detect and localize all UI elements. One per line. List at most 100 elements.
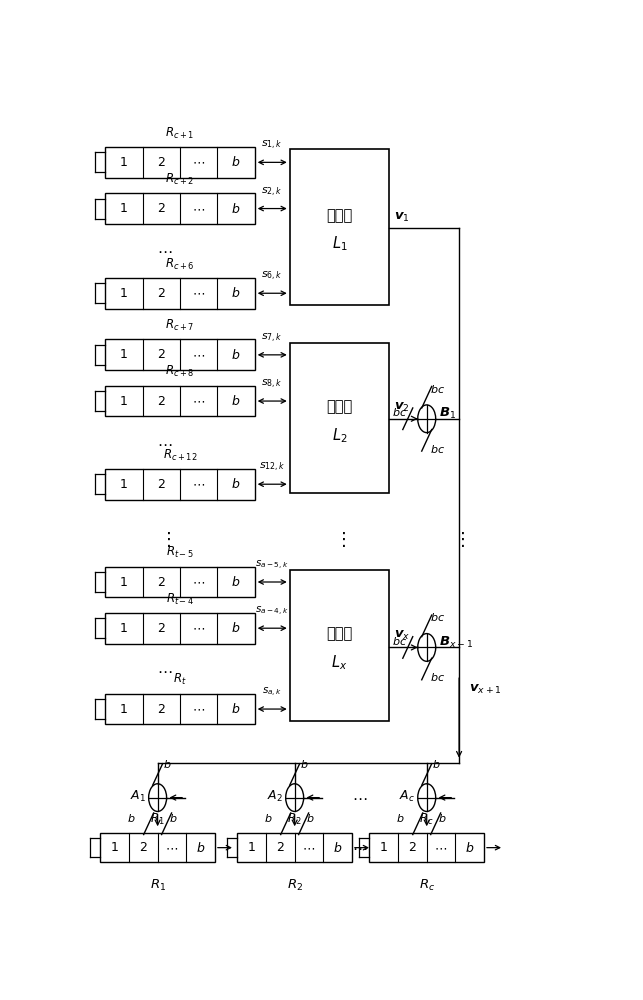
Bar xyxy=(105,386,255,416)
Text: $A_{1}$: $A_{1}$ xyxy=(130,789,146,804)
Text: $\cdots$: $\cdots$ xyxy=(192,576,205,588)
Text: $b$: $b$ xyxy=(264,812,272,824)
Text: $b$: $b$ xyxy=(231,348,240,362)
Text: 2: 2 xyxy=(158,156,165,169)
Text: $\cdots$: $\cdots$ xyxy=(435,841,448,854)
Text: $b$: $b$ xyxy=(231,477,240,491)
Text: $b$: $b$ xyxy=(163,758,171,770)
Text: $R_{1}$: $R_{1}$ xyxy=(150,812,165,827)
Text: $b$: $b$ xyxy=(438,812,446,824)
Bar xyxy=(105,339,255,370)
Text: 1: 1 xyxy=(380,841,388,854)
Text: 1: 1 xyxy=(120,287,128,300)
Text: $b$: $b$ xyxy=(231,621,240,635)
Text: $\cdots$: $\cdots$ xyxy=(158,663,173,678)
Text: $\cdots$: $\cdots$ xyxy=(192,156,205,169)
Text: $\cdots$: $\cdots$ xyxy=(192,202,205,215)
Text: $\cdots$: $\cdots$ xyxy=(352,790,367,805)
Text: 1: 1 xyxy=(120,156,128,169)
Text: $b$: $b$ xyxy=(196,841,205,855)
Text: 1: 1 xyxy=(120,395,128,408)
Text: $b$: $b$ xyxy=(300,758,308,770)
Text: 1: 1 xyxy=(120,703,128,716)
Text: $b$: $b$ xyxy=(231,155,240,169)
Bar xyxy=(105,694,255,724)
Text: 查找表: 查找表 xyxy=(327,208,352,223)
Text: $\mathit{s_{1,k}}$: $\mathit{s_{1,k}}$ xyxy=(262,139,283,152)
Text: $R_{c+12}$: $R_{c+12}$ xyxy=(163,448,197,463)
Text: $\mathit{s_{6,k}}$: $\mathit{s_{6,k}}$ xyxy=(262,270,283,283)
Text: $\cdots$: $\cdots$ xyxy=(165,841,179,854)
Text: $\mathit{s_{a-5,k}}$: $\mathit{s_{a-5,k}}$ xyxy=(255,559,289,572)
Text: $bc$: $bc$ xyxy=(392,635,407,647)
Bar xyxy=(290,343,390,493)
Text: $bc$: $bc$ xyxy=(392,406,407,418)
Text: $\boldsymbol{v}_1$: $\boldsymbol{v}_1$ xyxy=(394,211,410,224)
Text: $\boldsymbol{v}_2$: $\boldsymbol{v}_2$ xyxy=(394,401,410,414)
Text: $\cdots$: $\cdots$ xyxy=(302,841,316,854)
Text: $\vdots$: $\vdots$ xyxy=(334,530,345,549)
Text: 2: 2 xyxy=(158,703,165,716)
Text: $bc$: $bc$ xyxy=(430,611,445,623)
Text: $\mathit{s_{8,k}}$: $\mathit{s_{8,k}}$ xyxy=(262,378,283,391)
Text: $R_{c}$: $R_{c}$ xyxy=(419,812,434,827)
Text: $\cdots$: $\cdots$ xyxy=(158,243,173,258)
Text: $\mathit{s_{a-4,k}}$: $\mathit{s_{a-4,k}}$ xyxy=(255,605,289,618)
Text: 1: 1 xyxy=(120,622,128,635)
Text: 查找表: 查找表 xyxy=(327,399,352,414)
Text: $\boldsymbol{B}_{x-1}$: $\boldsymbol{B}_{x-1}$ xyxy=(439,635,473,650)
Text: $b$: $b$ xyxy=(395,812,404,824)
Text: $\boldsymbol{v}_{x+1}$: $\boldsymbol{v}_{x+1}$ xyxy=(469,683,502,696)
Text: $L_{2}$: $L_{2}$ xyxy=(332,426,347,445)
Text: 2: 2 xyxy=(158,202,165,215)
Text: $\boldsymbol{v}_x$: $\boldsymbol{v}_x$ xyxy=(394,629,411,642)
Text: 2: 2 xyxy=(158,622,165,635)
Text: $b$: $b$ xyxy=(231,702,240,716)
Text: $R_{c+6}$: $R_{c+6}$ xyxy=(165,257,195,272)
Text: 1: 1 xyxy=(120,478,128,491)
Text: $R_{2}$: $R_{2}$ xyxy=(287,878,303,893)
Text: $R_{2}$: $R_{2}$ xyxy=(287,812,302,827)
Text: $\cdots$: $\cdots$ xyxy=(192,395,205,408)
Text: 2: 2 xyxy=(140,841,147,854)
Text: $b$: $b$ xyxy=(231,575,240,589)
Text: $\cdots$: $\cdots$ xyxy=(192,478,205,491)
Text: $R_{c}$: $R_{c}$ xyxy=(419,878,435,893)
Text: $b$: $b$ xyxy=(127,812,135,824)
Text: $L_{x}$: $L_{x}$ xyxy=(331,653,348,672)
Text: $b$: $b$ xyxy=(431,758,440,770)
Bar xyxy=(369,833,484,862)
Text: $\mathit{s_{7,k}}$: $\mathit{s_{7,k}}$ xyxy=(262,332,283,345)
Text: $R_{t-5}$: $R_{t-5}$ xyxy=(166,545,194,560)
Text: $\mathit{s_{2,k}}$: $\mathit{s_{2,k}}$ xyxy=(262,185,283,199)
Text: $R_{c+1}$: $R_{c+1}$ xyxy=(165,126,195,141)
Text: 查找表: 查找表 xyxy=(327,626,352,641)
Text: $\vdots$: $\vdots$ xyxy=(453,530,465,549)
Text: $R_{c+2}$: $R_{c+2}$ xyxy=(165,172,195,187)
Text: 1: 1 xyxy=(120,202,128,215)
Text: $R_{1}$: $R_{1}$ xyxy=(150,878,166,893)
Text: 1: 1 xyxy=(111,841,118,854)
Bar xyxy=(105,278,255,309)
Text: $R_{c+8}$: $R_{c+8}$ xyxy=(165,364,195,379)
Text: $A_{2}$: $A_{2}$ xyxy=(267,789,283,804)
Bar xyxy=(105,193,255,224)
Bar xyxy=(290,570,390,721)
Text: 1: 1 xyxy=(120,576,128,588)
Text: $\cdots$: $\cdots$ xyxy=(158,436,173,451)
Bar xyxy=(105,147,255,178)
Text: $\vdots$: $\vdots$ xyxy=(159,530,171,549)
Text: $b$: $b$ xyxy=(231,202,240,216)
Text: 2: 2 xyxy=(408,841,416,854)
Text: $R_{c+7}$: $R_{c+7}$ xyxy=(165,318,195,333)
Text: 1: 1 xyxy=(248,841,256,854)
Bar xyxy=(105,613,255,644)
Bar xyxy=(105,567,255,597)
Text: $b$: $b$ xyxy=(465,841,475,855)
Text: 2: 2 xyxy=(276,841,284,854)
Text: 2: 2 xyxy=(158,395,165,408)
Text: $R_{t}$: $R_{t}$ xyxy=(173,672,187,687)
Text: $b$: $b$ xyxy=(333,841,342,855)
Text: $R_{t-4}$: $R_{t-4}$ xyxy=(166,592,194,607)
Text: $bc$: $bc$ xyxy=(430,671,445,683)
